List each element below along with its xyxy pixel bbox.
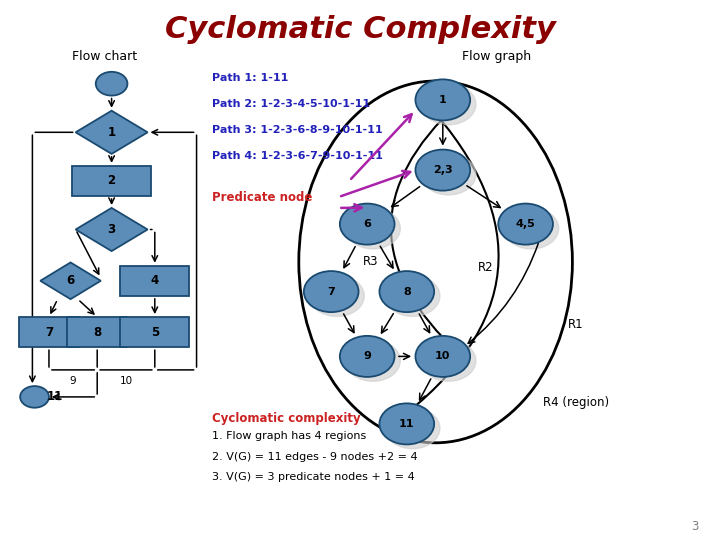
Text: 7: 7 <box>45 326 53 339</box>
Text: Flow graph: Flow graph <box>462 50 531 63</box>
Text: Path 4: 1-2-3-6-7-9-10-1-11: Path 4: 1-2-3-6-7-9-10-1-11 <box>212 151 383 161</box>
Circle shape <box>96 72 127 96</box>
Text: 9: 9 <box>364 352 371 361</box>
Circle shape <box>346 340 400 381</box>
Text: 1. Flow graph has 4 regions: 1. Flow graph has 4 regions <box>212 431 366 441</box>
Text: 2: 2 <box>107 174 116 187</box>
Text: 8: 8 <box>93 326 102 339</box>
Circle shape <box>421 340 476 381</box>
Polygon shape <box>76 208 148 251</box>
Circle shape <box>385 275 440 316</box>
Circle shape <box>498 204 553 245</box>
Text: R3: R3 <box>363 255 379 268</box>
Circle shape <box>340 336 395 377</box>
Circle shape <box>421 154 476 195</box>
Circle shape <box>379 271 434 312</box>
Text: Predicate node: Predicate node <box>212 191 312 204</box>
Text: 6: 6 <box>66 274 75 287</box>
Text: 2. V(G) = 11 edges - 9 nodes +2 = 4: 2. V(G) = 11 edges - 9 nodes +2 = 4 <box>212 452 418 462</box>
Circle shape <box>304 271 359 312</box>
FancyBboxPatch shape <box>19 317 79 347</box>
Text: 4,5: 4,5 <box>516 219 536 229</box>
FancyBboxPatch shape <box>72 166 151 196</box>
Text: 10: 10 <box>435 352 451 361</box>
Circle shape <box>415 150 470 191</box>
Circle shape <box>20 386 49 408</box>
Polygon shape <box>40 262 101 299</box>
Text: 11: 11 <box>47 390 63 403</box>
Text: 3: 3 <box>691 520 698 533</box>
Text: 8: 8 <box>403 287 410 296</box>
Text: 7: 7 <box>328 287 335 296</box>
Text: 3. V(G) = 3 predicate nodes + 1 = 4: 3. V(G) = 3 predicate nodes + 1 = 4 <box>212 472 415 482</box>
Circle shape <box>379 403 434 444</box>
Circle shape <box>346 208 400 249</box>
Circle shape <box>310 275 364 316</box>
Text: Path 2: 1-2-3-4-5-10-1-11: Path 2: 1-2-3-4-5-10-1-11 <box>212 99 371 109</box>
Text: 3: 3 <box>107 223 116 236</box>
Text: Cyclomatic complexity: Cyclomatic complexity <box>212 412 361 425</box>
Polygon shape <box>76 111 148 154</box>
Text: 6: 6 <box>364 219 371 229</box>
Text: 10: 10 <box>120 376 132 387</box>
Text: 11: 11 <box>399 419 415 429</box>
Text: Path 1: 1-11: Path 1: 1-11 <box>212 73 289 83</box>
Text: R4 (region): R4 (region) <box>543 396 609 409</box>
Text: 2,3: 2,3 <box>433 165 453 175</box>
Text: Path 3: 1-2-3-6-8-9-10-1-11: Path 3: 1-2-3-6-8-9-10-1-11 <box>212 125 383 135</box>
Text: 9: 9 <box>70 376 76 387</box>
Text: R2: R2 <box>478 261 494 274</box>
Text: Cyclomatic Complexity: Cyclomatic Complexity <box>165 15 555 44</box>
Text: 4: 4 <box>150 274 159 287</box>
Circle shape <box>421 84 476 125</box>
Circle shape <box>415 79 470 120</box>
FancyBboxPatch shape <box>67 317 127 347</box>
Text: Flow chart: Flow chart <box>72 50 137 63</box>
Circle shape <box>340 204 395 245</box>
Circle shape <box>415 336 470 377</box>
Text: 1: 1 <box>439 95 446 105</box>
Text: 1: 1 <box>107 126 116 139</box>
FancyBboxPatch shape <box>120 266 189 296</box>
Circle shape <box>504 208 559 249</box>
Circle shape <box>385 408 440 449</box>
Text: R1: R1 <box>568 318 584 330</box>
Text: 5: 5 <box>150 326 159 339</box>
FancyBboxPatch shape <box>120 317 189 347</box>
